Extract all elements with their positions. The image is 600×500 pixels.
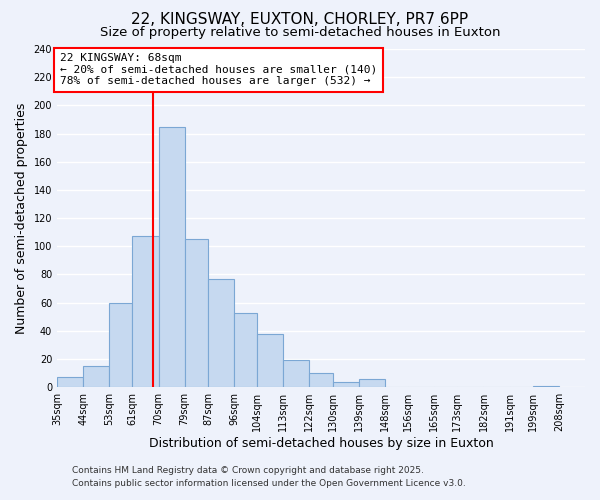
Bar bbox=[283, 360, 310, 387]
Bar bbox=[57, 378, 83, 387]
Text: 22, KINGSWAY, EUXTON, CHORLEY, PR7 6PP: 22, KINGSWAY, EUXTON, CHORLEY, PR7 6PP bbox=[131, 12, 469, 28]
Bar bbox=[185, 239, 208, 387]
Text: Size of property relative to semi-detached houses in Euxton: Size of property relative to semi-detach… bbox=[100, 26, 500, 39]
Y-axis label: Number of semi-detached properties: Number of semi-detached properties bbox=[15, 102, 28, 334]
Bar bbox=[234, 312, 257, 387]
Text: Contains HM Land Registry data © Crown copyright and database right 2025.
Contai: Contains HM Land Registry data © Crown c… bbox=[72, 466, 466, 487]
Bar bbox=[533, 386, 559, 387]
Text: 22 KINGSWAY: 68sqm
← 20% of semi-detached houses are smaller (140)
78% of semi-d: 22 KINGSWAY: 68sqm ← 20% of semi-detache… bbox=[60, 53, 377, 86]
Bar bbox=[310, 373, 332, 387]
Bar bbox=[133, 236, 158, 387]
Bar bbox=[359, 379, 385, 387]
Bar bbox=[332, 382, 359, 387]
Bar bbox=[109, 302, 133, 387]
Bar bbox=[257, 334, 283, 387]
X-axis label: Distribution of semi-detached houses by size in Euxton: Distribution of semi-detached houses by … bbox=[149, 437, 493, 450]
Bar bbox=[158, 126, 185, 387]
Bar bbox=[208, 278, 234, 387]
Bar bbox=[83, 366, 109, 387]
